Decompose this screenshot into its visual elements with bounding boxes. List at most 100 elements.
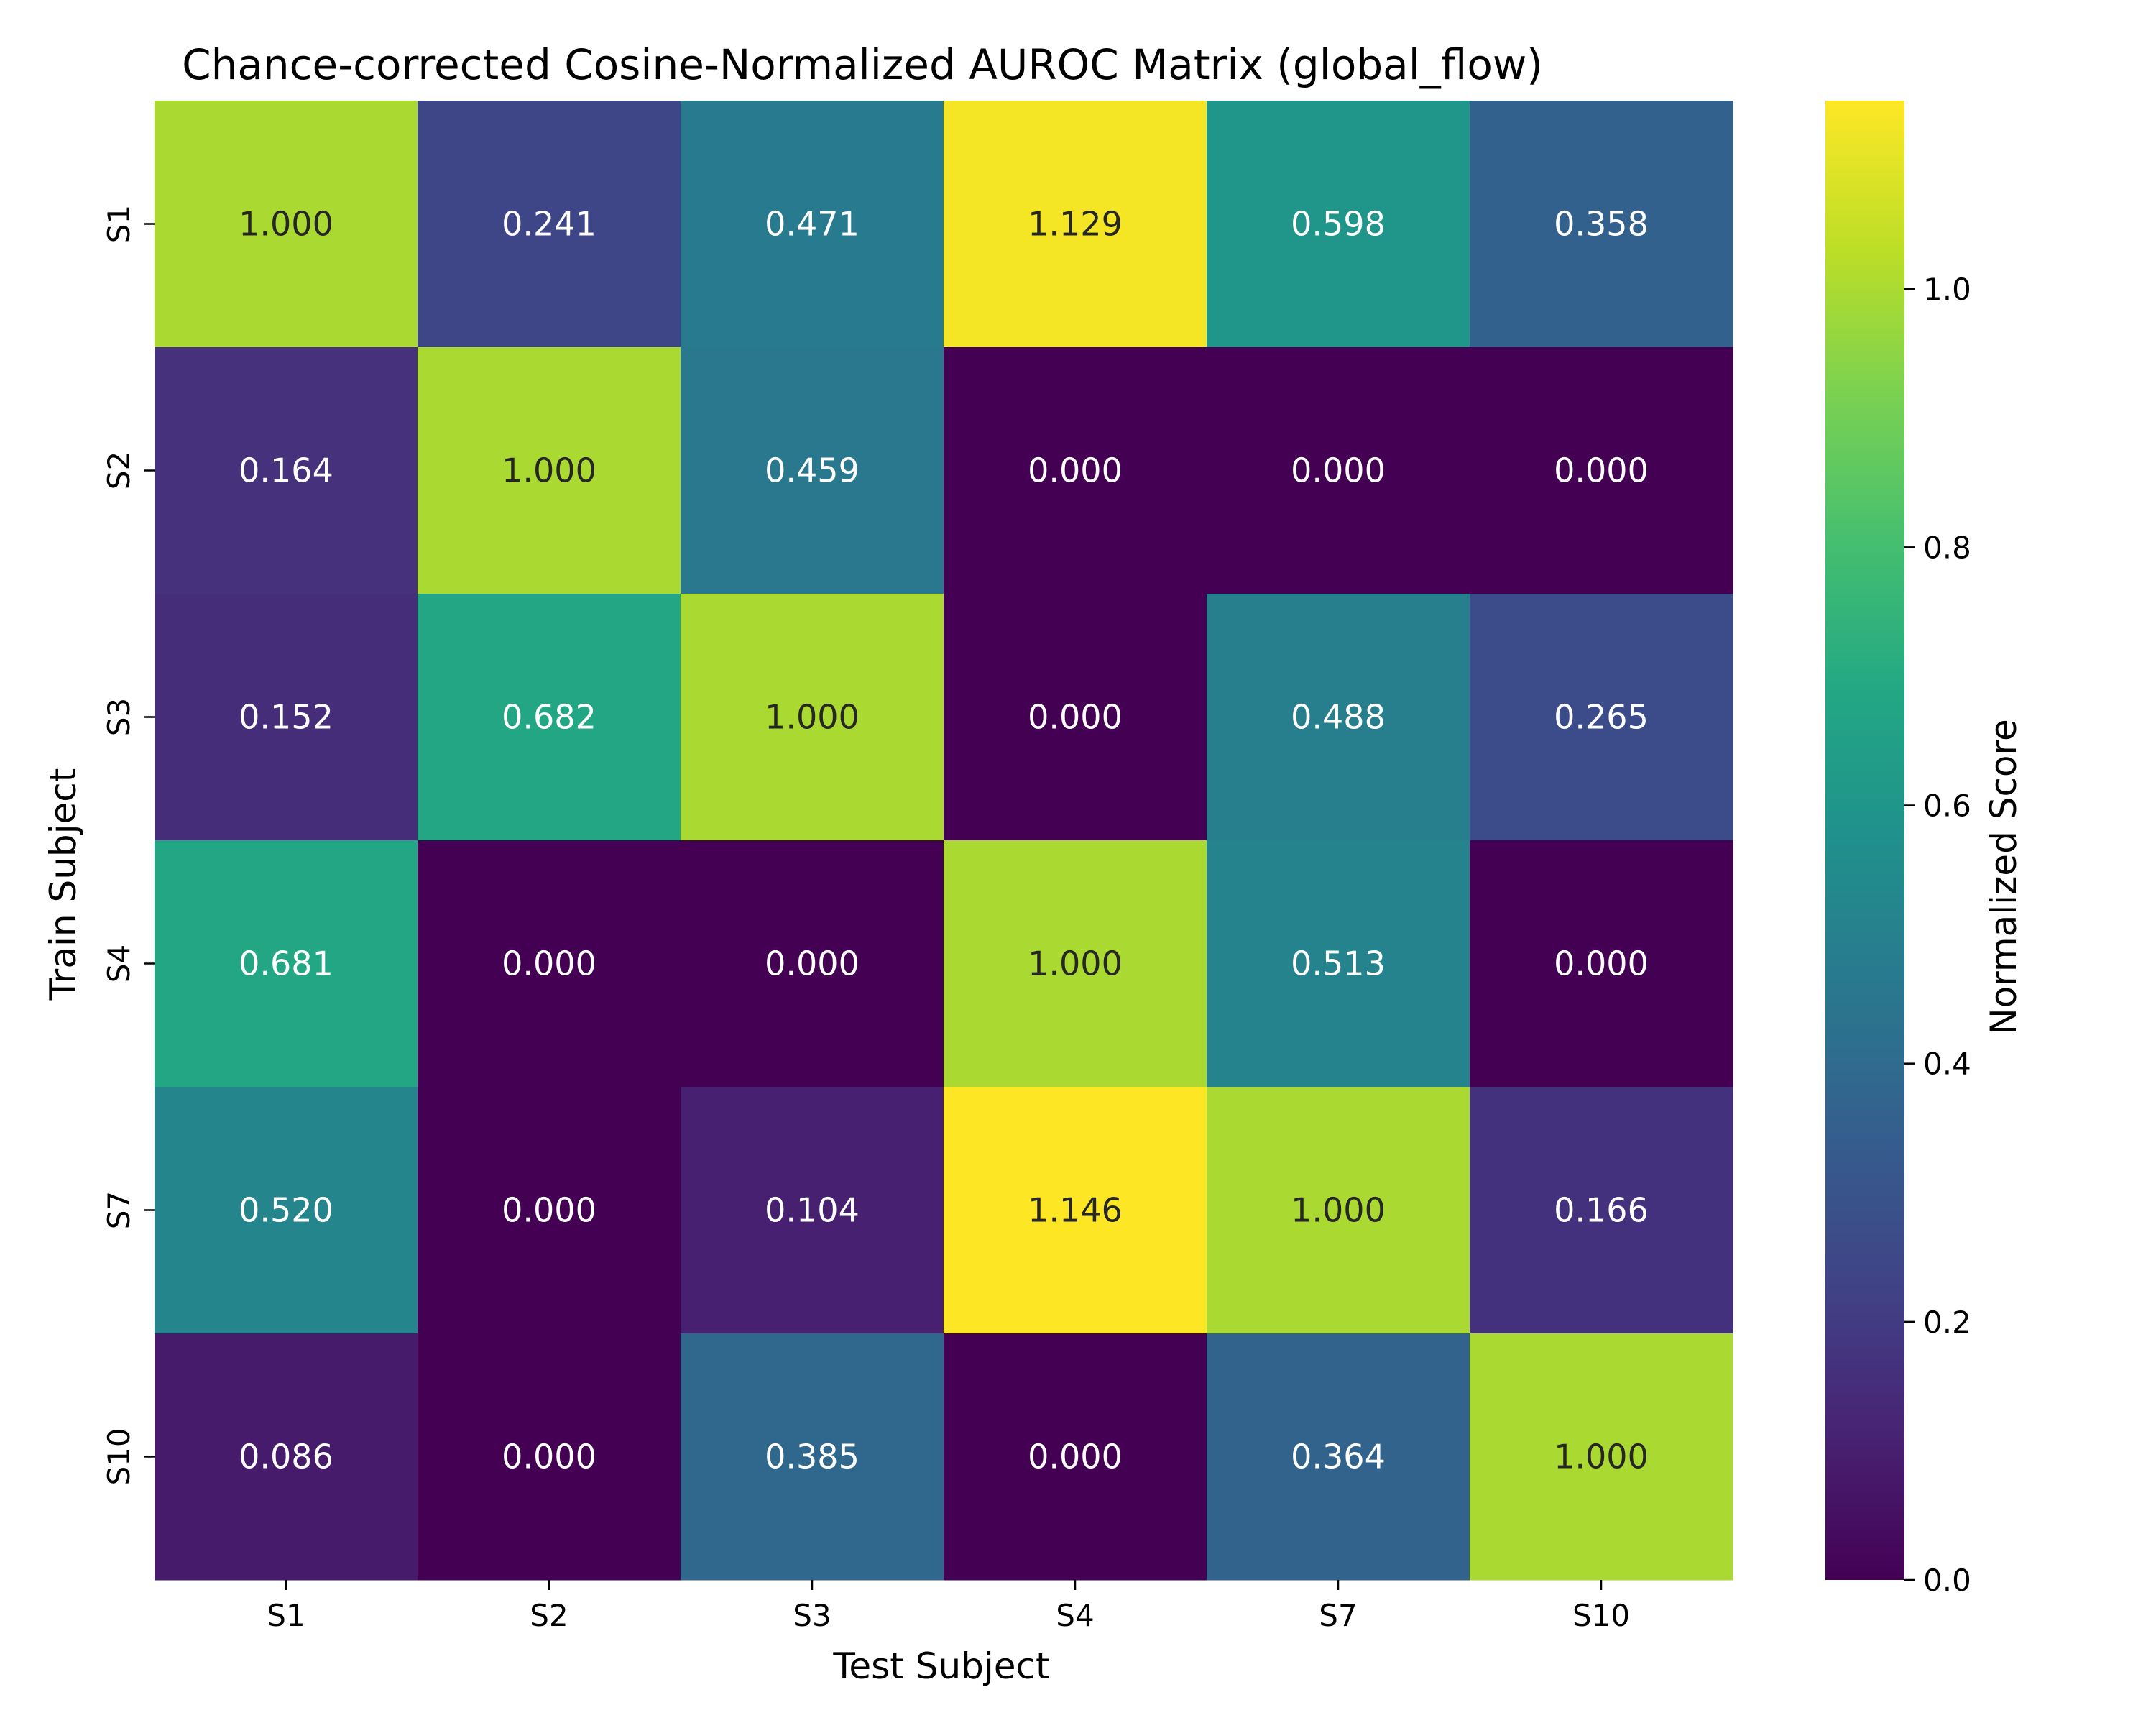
heatmap-cell-S4-S10 (1470, 840, 1733, 1088)
heatmap-cell-S2-S10 (1470, 347, 1733, 594)
y-tick-label: S10 (101, 1428, 137, 1485)
heatmap-cell-S1-S3 (681, 101, 944, 348)
cell-value-label: 0.000 (1028, 1438, 1123, 1476)
cell-value-label: 0.385 (765, 1438, 860, 1476)
heatmap-cell-S10-S2 (418, 1333, 681, 1581)
cell-value-label: 0.000 (1291, 451, 1386, 490)
cell-value-label: 0.000 (765, 945, 860, 983)
cell-value-label: 0.520 (239, 1191, 333, 1230)
cell-value-label: 0.164 (239, 451, 333, 490)
cell-value-label: 0.166 (1554, 1191, 1649, 1230)
heatmap-cell-S3-S3 (681, 594, 944, 841)
y-tick-label: S1 (101, 205, 137, 243)
cell-value-label: 1.000 (1028, 945, 1123, 983)
cell-value-label: 0.364 (1291, 1438, 1386, 1476)
cell-value-label: 0.459 (765, 451, 860, 490)
cell-value-label: 1.000 (502, 451, 596, 490)
x-tick-label: S4 (1056, 1598, 1094, 1633)
x-tick-label: S10 (1572, 1598, 1630, 1633)
cell-value-label: 0.152 (239, 698, 333, 737)
heatmap-cell-S3-S4 (944, 594, 1207, 841)
cell-value-label: 0.265 (1554, 698, 1649, 737)
heatmap-cell-S1-S4 (944, 101, 1207, 348)
x-tick-label: S1 (267, 1598, 305, 1633)
colorbar-label: Normalized Score (1983, 719, 2024, 1034)
heatmap-cell-S7-S2 (418, 1087, 681, 1334)
cell-value-label: 1.000 (1291, 1191, 1386, 1230)
y-tick-label: S3 (101, 698, 137, 736)
heatmap-cell-S10-S7 (1207, 1333, 1470, 1581)
heatmap-cell-S4-S7 (1207, 840, 1470, 1088)
cell-value-label: 0.681 (239, 945, 333, 983)
x-tick-label: S7 (1319, 1598, 1357, 1633)
cell-value-label: 1.000 (239, 205, 333, 244)
heatmap-cell-S7-S4 (944, 1087, 1207, 1334)
heatmap-cell-S7-S10 (1470, 1087, 1733, 1334)
y-tick-label: S2 (101, 451, 137, 490)
heatmap-cell-S1-S10 (1470, 101, 1733, 348)
heatmap-cell-S2-S7 (1207, 347, 1470, 594)
heatmap-cell-S4-S3 (681, 840, 944, 1088)
cell-value-label: 0.513 (1291, 945, 1386, 983)
heatmap-cell-S10-S3 (681, 1333, 944, 1581)
heatmap-cells (155, 101, 1733, 1581)
heatmap-cell-S2-S1 (155, 347, 418, 594)
x-axis: S1 S2 S3 S4 S7 S10 (267, 1580, 1630, 1633)
cell-value-label: 0.682 (502, 698, 596, 737)
heatmap-cell-S4-S4 (944, 840, 1207, 1088)
heatmap-cell-S3-S7 (1207, 594, 1470, 841)
colorbar-tick-label: 0.6 (1923, 789, 1971, 824)
cell-value-label: 0.000 (1554, 451, 1649, 490)
cell-value-label: 0.000 (1554, 945, 1649, 983)
cell-value-label: 0.241 (502, 205, 596, 244)
heatmap-cell-S7-S1 (155, 1087, 418, 1334)
x-tick-label: S2 (530, 1598, 568, 1633)
colorbar-tick-label: 0.0 (1923, 1563, 1971, 1598)
heatmap-cell-S10-S1 (155, 1333, 418, 1581)
colorbar-tick-label: 0.8 (1923, 530, 1971, 565)
cell-value-label: 1.000 (1554, 1438, 1649, 1476)
cell-value-label: 0.000 (1028, 451, 1123, 490)
heatmap-cell-S10-S10 (1470, 1333, 1733, 1581)
y-tick-label: S7 (101, 1191, 137, 1229)
cell-value-label: 1.129 (1028, 205, 1123, 244)
x-tick-label: S3 (793, 1598, 831, 1633)
colorbar: 0.0 0.2 0.4 0.6 0.8 1.0 (1825, 101, 1971, 1598)
heatmap-cell-S4-S2 (418, 840, 681, 1088)
x-axis-label: Test Subject (832, 1645, 1049, 1687)
heatmap-cell-S3-S10 (1470, 594, 1733, 841)
colorbar-tick-label: 0.2 (1923, 1305, 1971, 1340)
heatmap-cell-S1-S1 (155, 101, 418, 348)
cell-value-label: 0.000 (1028, 698, 1123, 737)
heatmap-cell-S3-S2 (418, 594, 681, 841)
cell-value-label: 0.000 (502, 1191, 596, 1230)
cell-value-label: 1.146 (1028, 1191, 1123, 1230)
heatmap-cell-S4-S1 (155, 840, 418, 1088)
y-axis: S1 S2 S3 S4 S7 S10 (101, 205, 155, 1486)
heatmap-cell-S7-S7 (1207, 1087, 1470, 1334)
cell-value-label: 0.000 (502, 945, 596, 983)
colorbar-tick-label: 1.0 (1923, 272, 1971, 307)
heatmap-cell-labels: 1.000 0.241 0.471 1.129 0.598 0.358 0.164 1.000… (239, 205, 1649, 1476)
cell-value-label: 0.488 (1291, 698, 1386, 737)
colorbar-gradient (1825, 101, 1904, 1580)
heatmap-cell-S7-S3 (681, 1087, 944, 1334)
y-axis-label: Train Subject (42, 768, 84, 1001)
cell-value-label: 1.000 (765, 698, 860, 737)
cell-value-label: 0.000 (502, 1438, 596, 1476)
heatmap-cell-S2-S4 (944, 347, 1207, 594)
cell-value-label: 0.104 (765, 1191, 860, 1230)
heatmap-cell-S1-S7 (1207, 101, 1470, 348)
heatmap-cell-S2-S2 (418, 347, 681, 594)
heatmap-cell-S3-S1 (155, 594, 418, 841)
cell-value-label: 0.086 (239, 1438, 333, 1476)
y-tick-label: S4 (101, 945, 137, 983)
heatmap-cell-S10-S4 (944, 1333, 1207, 1581)
heatmap-cell-S2-S3 (681, 347, 944, 594)
cell-value-label: 0.471 (765, 205, 860, 244)
heatmap-cell-S1-S2 (418, 101, 681, 348)
cell-value-label: 0.358 (1554, 205, 1649, 244)
chart-title: Chance-corrected Cosine-Normalized AUROC… (182, 40, 1543, 89)
